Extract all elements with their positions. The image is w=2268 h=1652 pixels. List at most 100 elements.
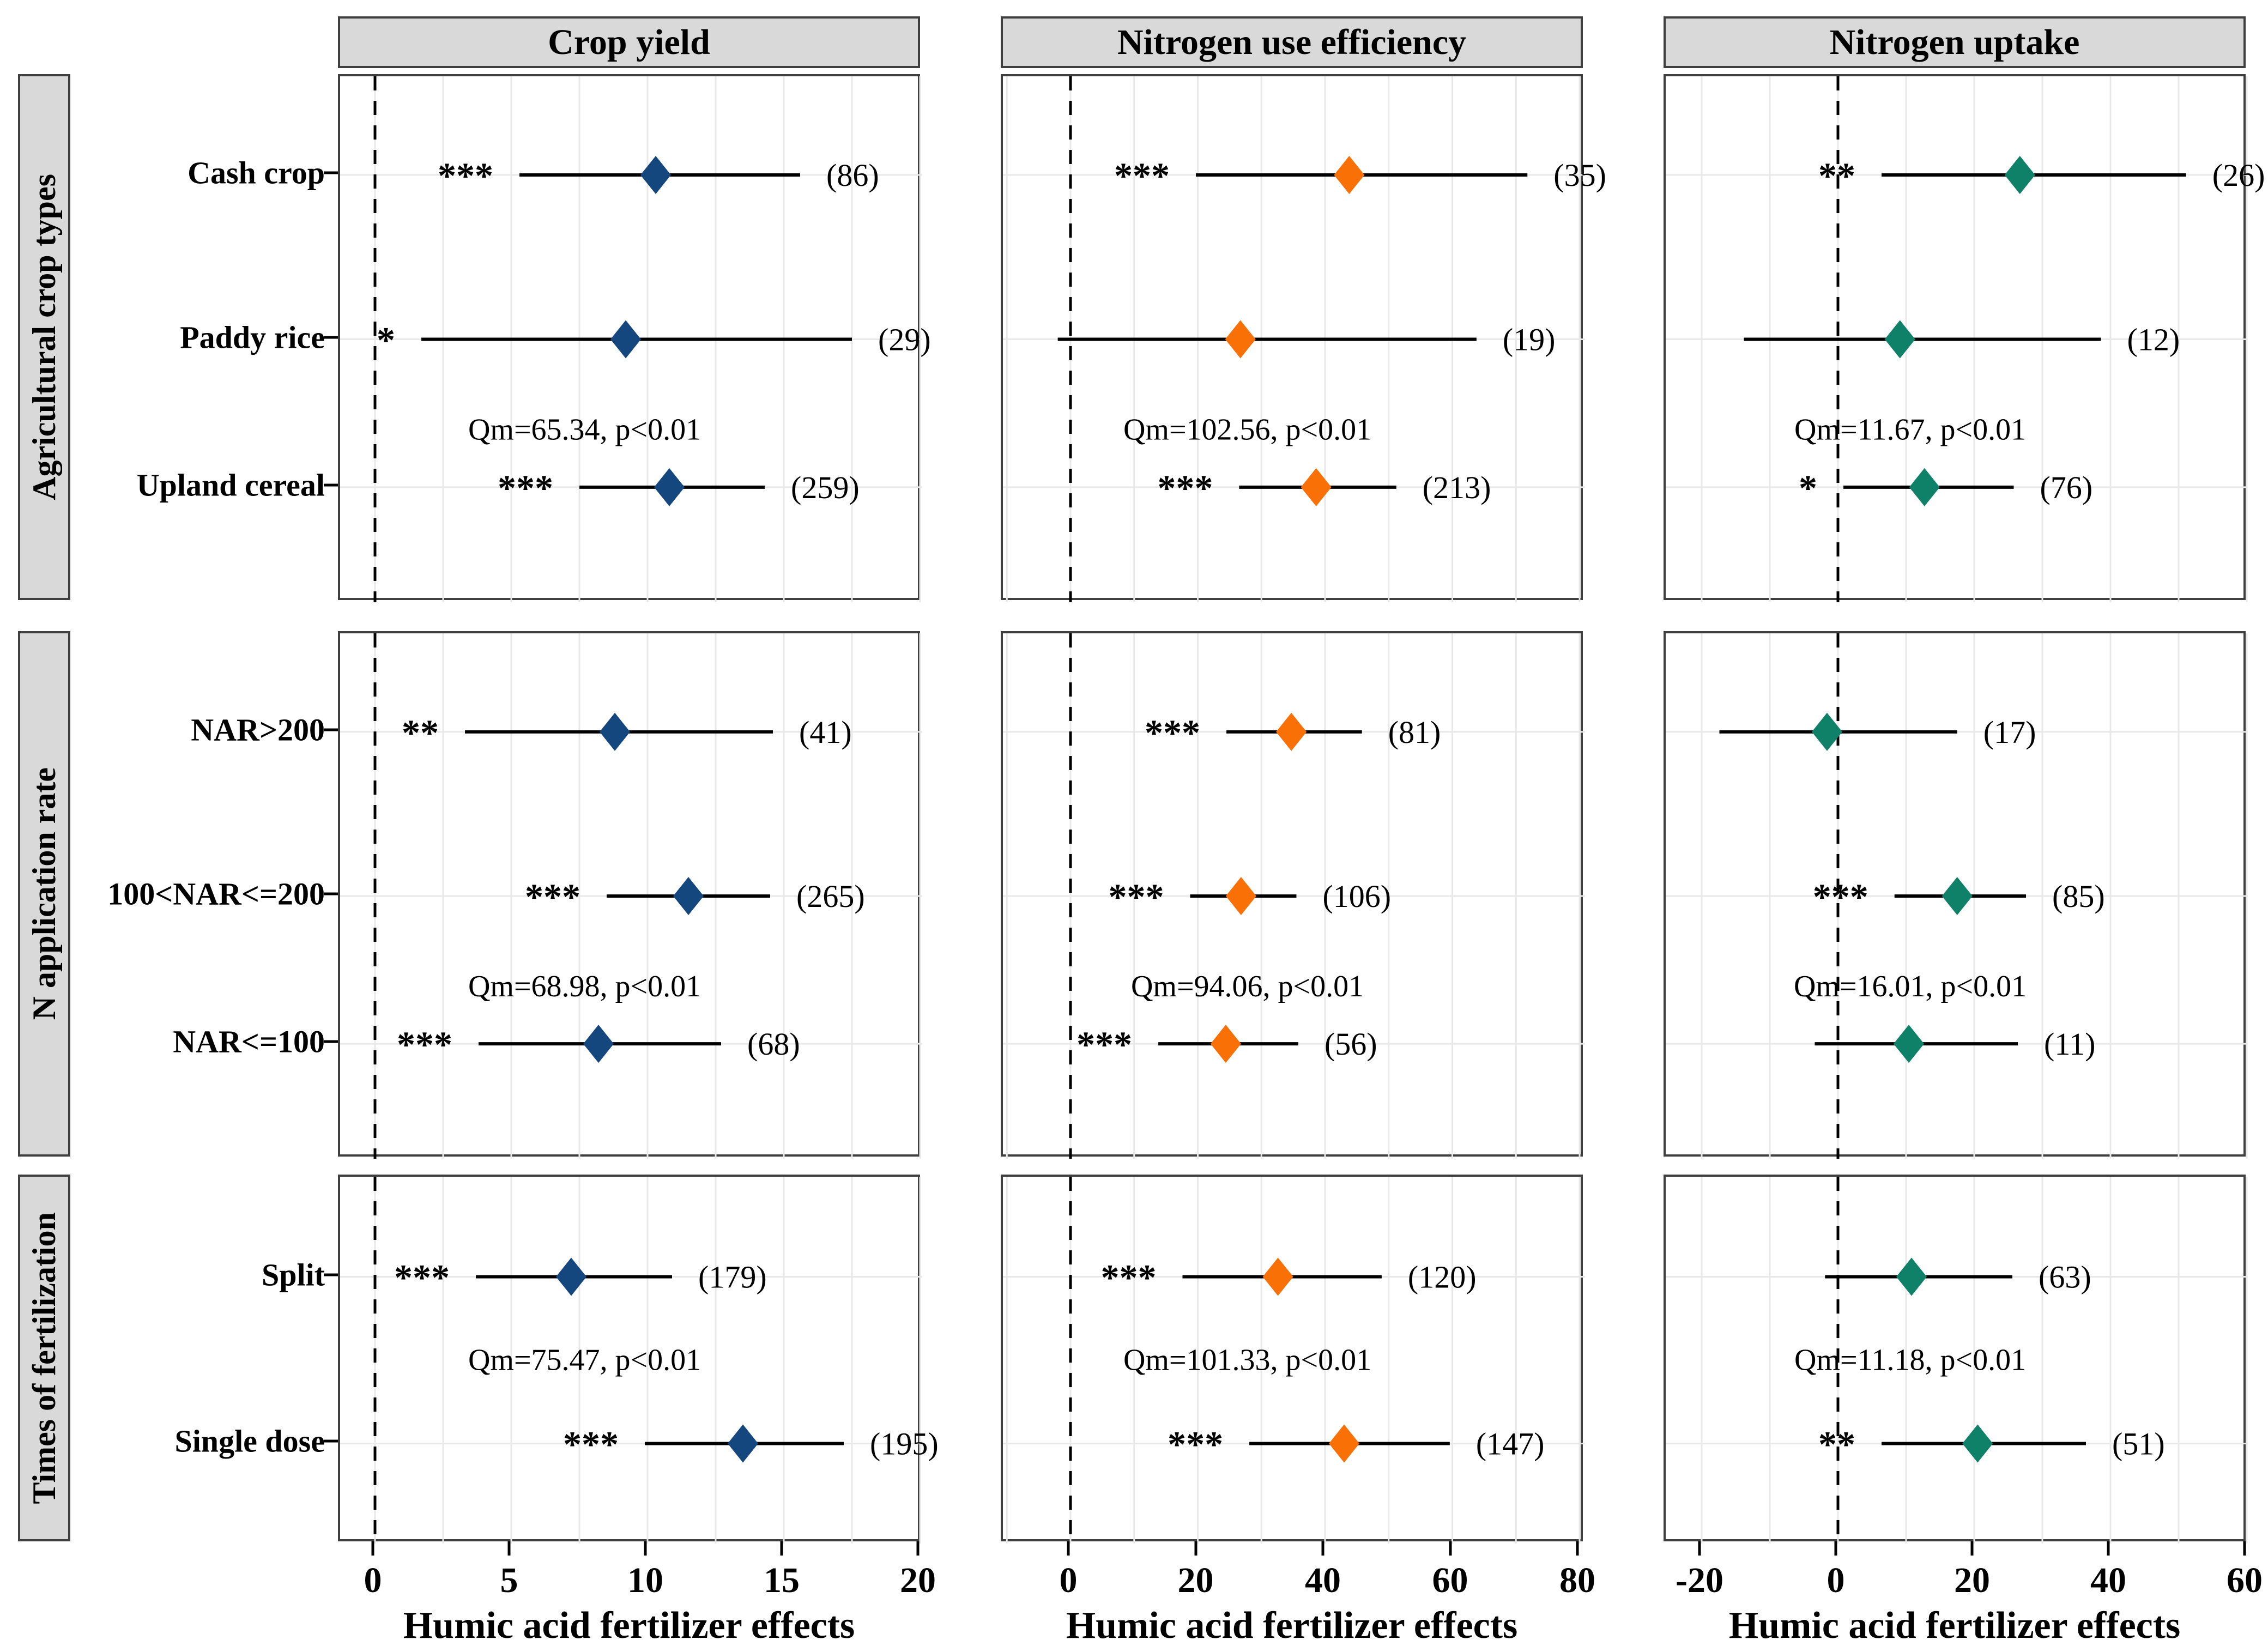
significance-stars: ***: [1168, 1423, 1223, 1465]
sample-size-label: (17): [1983, 715, 2036, 750]
x-axis-tick: [1834, 1541, 1837, 1556]
sample-size-label: (11): [2044, 1026, 2095, 1062]
x-axis-tick-label: -20: [1676, 1560, 1723, 1600]
effect-size-diamond: [1812, 712, 1842, 751]
effect-size-diamond: [583, 1025, 614, 1063]
x-axis-tick: [1449, 1541, 1451, 1556]
significance-stars: ***: [397, 1024, 452, 1065]
effect-size-diamond: [1894, 1025, 1924, 1063]
x-axis-tick: [1970, 1541, 1974, 1556]
category-axis-tick: [324, 1040, 338, 1043]
panel-canvas: *** (179) *** (195) Qm=75.47, p<0.01: [340, 1177, 939, 1544]
sample-size-label: (120): [1408, 1260, 1477, 1295]
qm-statistic-label: Qm=11.67, p<0.01: [1794, 413, 2026, 446]
x-axis-tick: [916, 1541, 920, 1556]
category-axis-tick: [324, 1439, 338, 1443]
x-axis-tick-label: 5: [500, 1560, 518, 1600]
effect-size-diamond: [610, 320, 641, 359]
panel-canvas: (17) *** (85) (11) Qm=16.01, p<0.01: [1666, 633, 2248, 1159]
panel-canvas: ** (26) (12) * (76) Qm=11.67, p<0.01: [1666, 76, 2265, 602]
sample-size-label: (86): [826, 158, 879, 193]
panel-r0-c2: ** (26) (12) * (76) Qm=11.67, p<0.01: [1664, 74, 2265, 602]
qm-statistic-label: Qm=11.18, p<0.01: [1794, 1344, 2026, 1377]
effect-size-diamond: [1896, 1257, 1927, 1296]
significance-stars: ***: [1076, 1024, 1132, 1065]
effect-size-diamond: [2004, 155, 2035, 194]
sample-size-label: (147): [1476, 1426, 1545, 1461]
effect-size-diamond: [654, 468, 685, 506]
significance-stars: ***: [1157, 467, 1213, 509]
effect-size-diamond: [1942, 877, 1973, 915]
effect-size-diamond: [1962, 1424, 1993, 1463]
x-axis-title-nitrogen-use-efficiency: Humic acid fertilizer effects: [1066, 1605, 1518, 1647]
effect-size-diamond: [1909, 468, 1940, 506]
x-axis-tick-label: 80: [1559, 1560, 1595, 1600]
x-axis-title-nitrogen-uptake: Humic acid fertilizer effects: [1728, 1605, 2181, 1647]
panel-r1-c2: (17) *** (85) (11) Qm=16.01, p<0.01: [1664, 631, 2248, 1159]
x-axis-tick: [780, 1541, 783, 1556]
panel-canvas: ** (41) *** (265) *** (68) Qm=68.98, p<0.01: [340, 633, 922, 1159]
significance-stars: *: [1799, 467, 1817, 509]
x-axis-tick: [1321, 1541, 1324, 1556]
x-axis-tick: [1067, 1541, 1070, 1556]
sample-size-label: (85): [2052, 879, 2105, 914]
column-header-crop-yield: Crop yield: [338, 16, 920, 68]
effect-size-diamond: [1225, 877, 1256, 915]
category-axis-tick: [324, 336, 338, 338]
significance-stars: **: [1818, 1423, 1855, 1465]
effect-size-diamond: [556, 1257, 586, 1296]
row-group-banner-times-of-fertilization: Times of fertilization: [18, 1175, 70, 1541]
effect-size-diamond: [600, 712, 630, 751]
sample-size-label: (76): [2040, 470, 2093, 505]
significance-stars: ***: [1100, 1257, 1156, 1298]
category-label: Paddy rice: [180, 319, 325, 355]
qm-statistic-label: Qm=16.01, p<0.01: [1794, 970, 2027, 1003]
sample-size-label: (259): [791, 470, 860, 505]
x-axis-tick-label: 60: [1432, 1560, 1468, 1600]
effect-size-diamond: [728, 1424, 758, 1463]
effect-size-diamond: [640, 155, 671, 194]
category-label: Cash crop: [188, 155, 325, 191]
sample-size-label: (213): [1423, 470, 1491, 505]
sample-size-label: (68): [747, 1026, 800, 1062]
sample-size-label: (26): [2212, 158, 2265, 193]
effect-size-diamond: [1884, 320, 1915, 359]
panel-r2-c0: *** (179) *** (195) Qm=75.47, p<0.01: [338, 1175, 939, 1544]
x-axis-tick: [507, 1541, 511, 1556]
category-label: Upland cereal: [136, 467, 325, 503]
effect-size-diamond: [1262, 1257, 1293, 1296]
x-axis-tick-label: 0: [364, 1560, 382, 1600]
sample-size-label: (195): [870, 1426, 939, 1461]
category-axis-tick: [324, 171, 338, 174]
sample-size-label: (106): [1322, 879, 1391, 914]
x-axis-tick-label: 60: [2227, 1560, 2263, 1600]
significance-stars: ***: [498, 467, 553, 509]
sample-size-label: (41): [799, 715, 852, 750]
sample-size-label: (179): [698, 1260, 767, 1295]
panel-r1-c1: *** (81) *** (106) *** (56) Qm=94.06, p<0.01: [1001, 631, 1585, 1159]
effect-size-diamond: [673, 877, 704, 915]
category-label: 100<NAR<=200: [107, 876, 325, 912]
category-label: NAR>200: [191, 712, 325, 748]
x-axis-tick: [371, 1541, 374, 1556]
row-group-banner-n-application-rate: N application rate: [18, 631, 70, 1157]
significance-stars: ***: [1108, 876, 1164, 917]
category-axis-tick: [324, 1273, 338, 1276]
x-axis-tick-label: 20: [1177, 1560, 1214, 1600]
x-axis-tick-label: 40: [1305, 1560, 1341, 1600]
x-axis-tick: [2107, 1541, 2110, 1556]
effect-size-diamond: [1276, 712, 1307, 751]
effect-size-diamond: [1225, 320, 1256, 359]
x-axis-tick-label: 10: [627, 1560, 663, 1600]
panel-canvas: *** (86) * (29) *** (259) Qm=65.34, p<0.01: [340, 76, 931, 602]
sample-size-label: (56): [1324, 1026, 1377, 1062]
panel-r0-c0: *** (86) * (29) *** (259) Qm=65.34, p<0.01: [338, 74, 931, 602]
panel-r0-c1: *** (35) (19) *** (213) Qm=102.56, p<0.01: [1001, 74, 1606, 602]
x-axis-tick-label: 20: [900, 1560, 936, 1600]
sample-size-label: (12): [2127, 322, 2180, 358]
significance-stars: ***: [1114, 155, 1170, 196]
category-label: Split: [261, 1257, 325, 1293]
significance-stars: **: [1818, 155, 1855, 196]
qm-statistic-label: Qm=102.56, p<0.01: [1123, 413, 1371, 446]
x-axis-tick: [1194, 1541, 1197, 1556]
